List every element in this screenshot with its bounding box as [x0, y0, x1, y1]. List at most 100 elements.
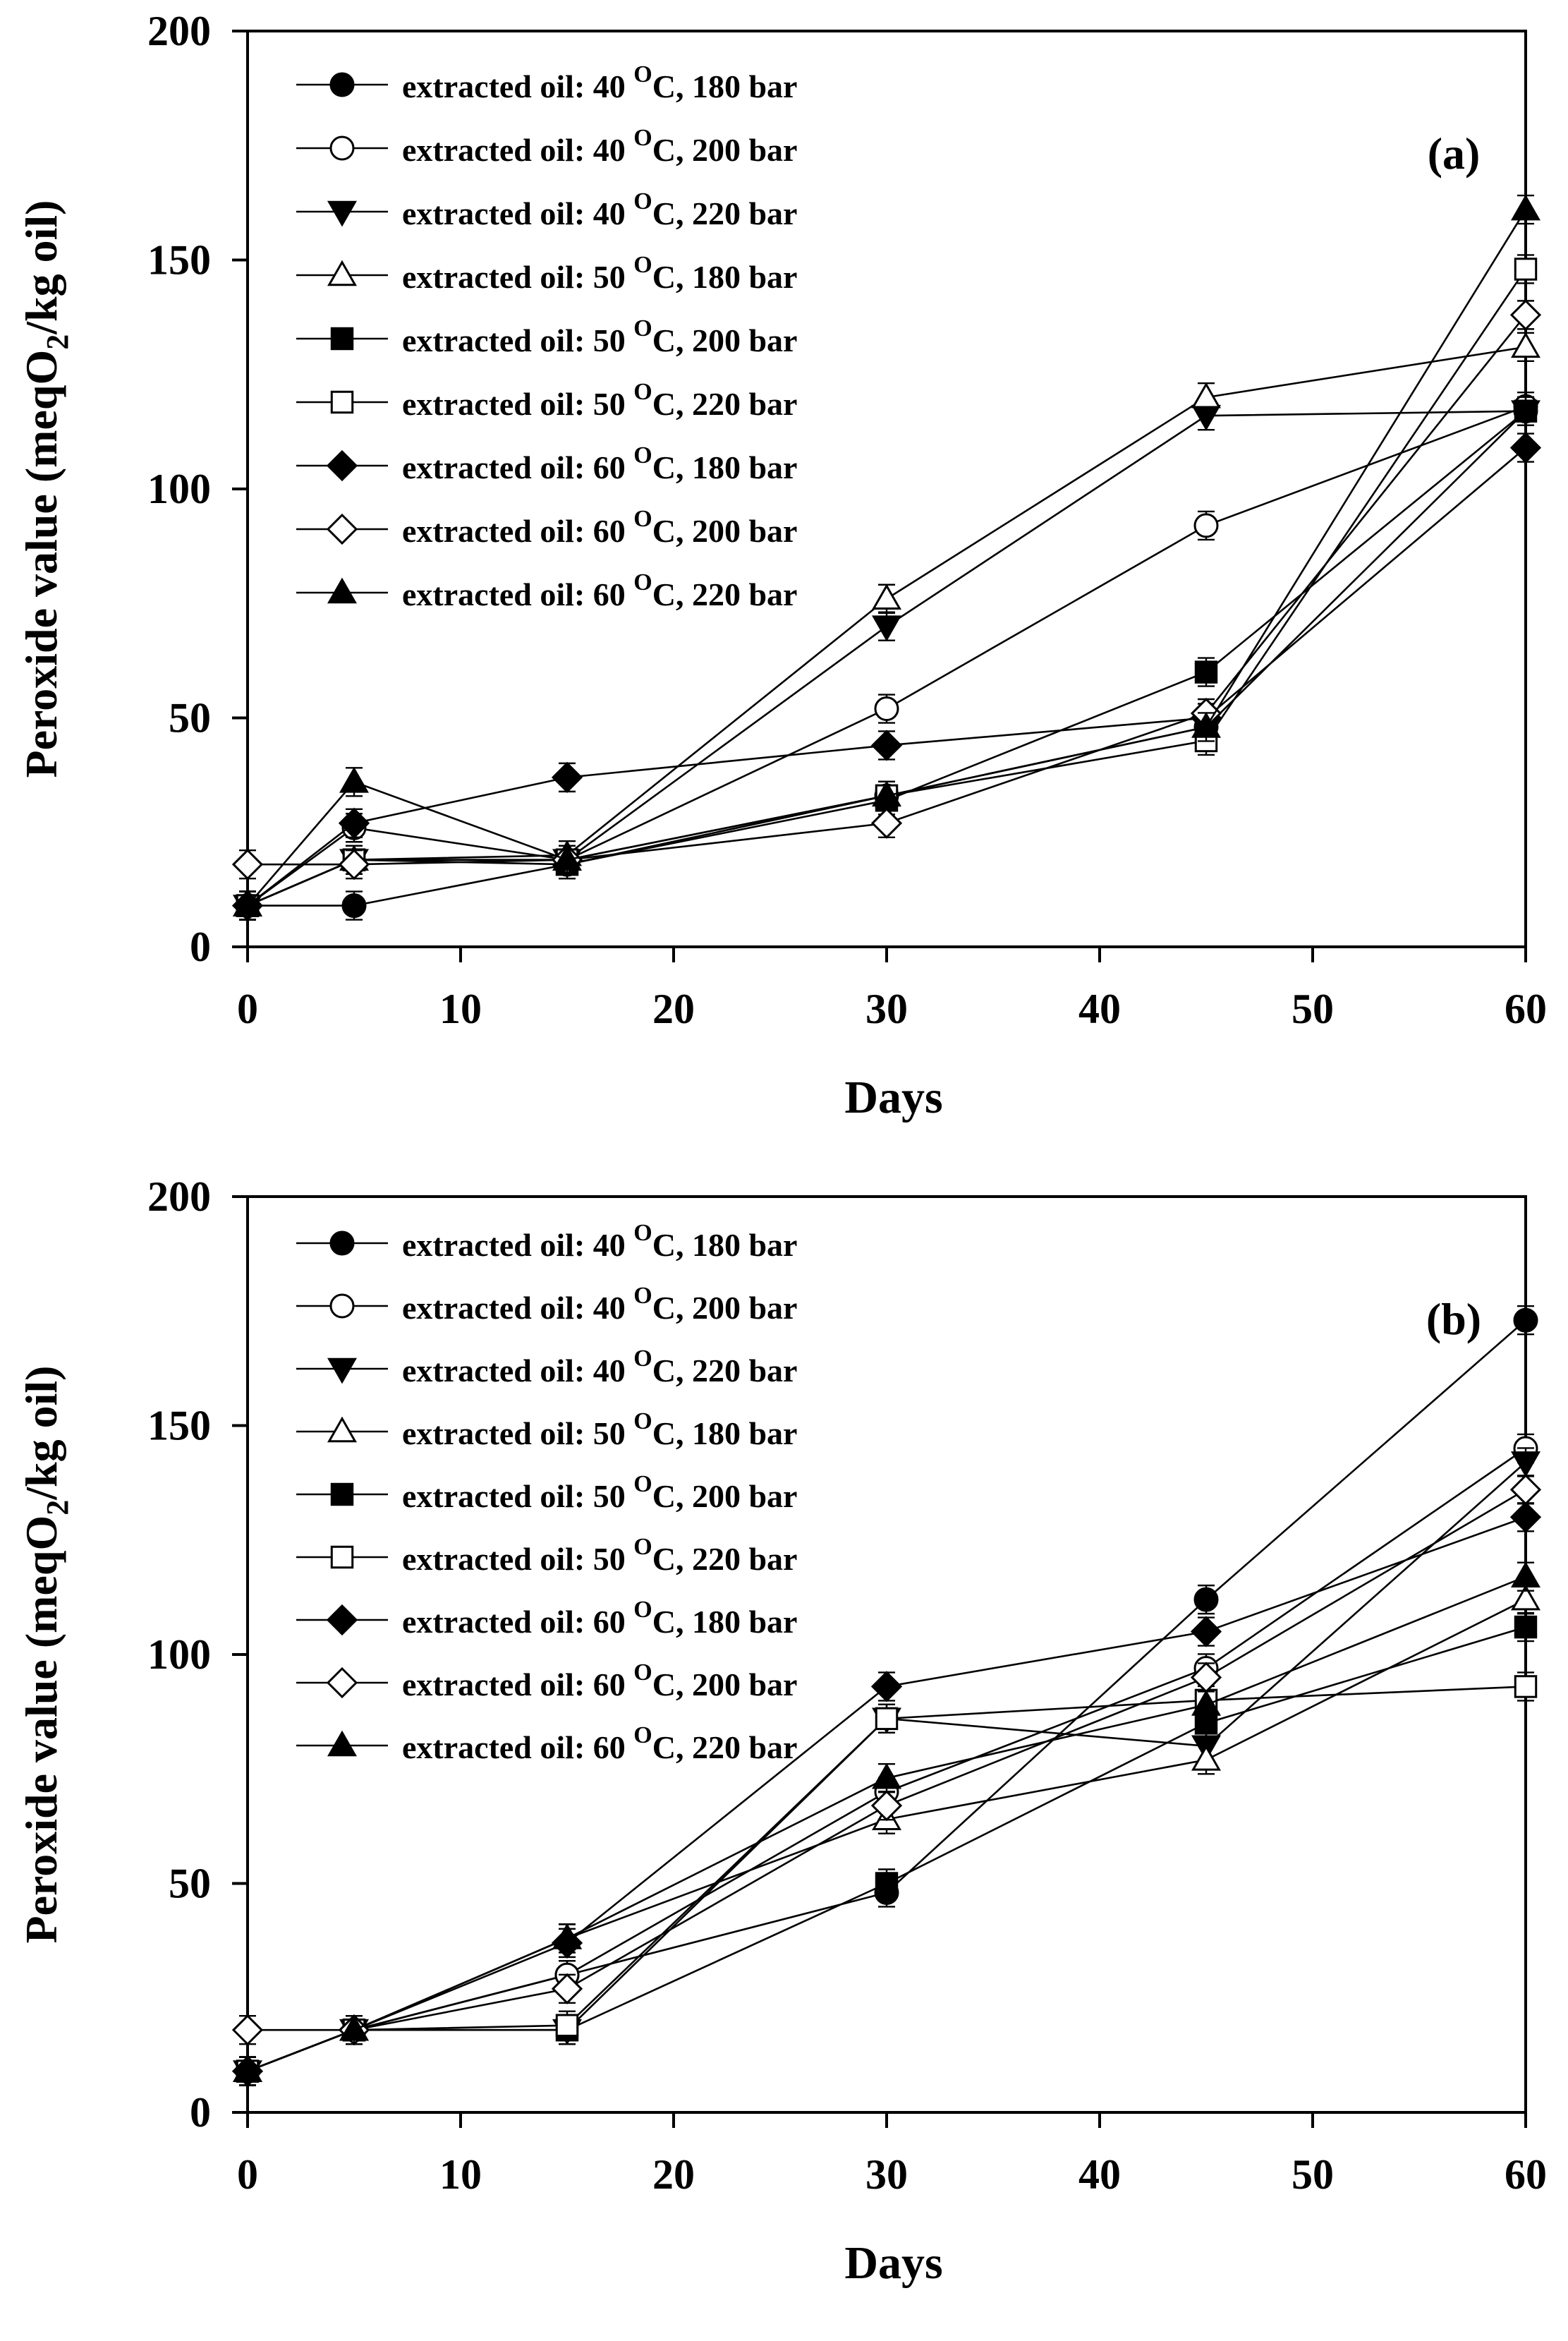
series-line	[247, 405, 1526, 907]
data-point	[1194, 660, 1218, 684]
data-point	[875, 1707, 899, 1731]
legend-marker	[330, 327, 354, 351]
data-point	[1193, 1587, 1219, 1612]
data-point	[1191, 382, 1221, 409]
data-point	[231, 849, 264, 881]
legend: extracted oil: 40 OC, 180 bar extracted o…	[296, 61, 797, 612]
legend-marker	[327, 1730, 357, 1757]
data-point	[1511, 332, 1540, 358]
data-point	[1514, 1615, 1538, 1639]
legend-entry: extracted oil: 60 OC, 220 bar	[402, 569, 797, 612]
legend-entry: extracted oil: 50 OC, 200 bar	[402, 1471, 797, 1514]
legend-entry: extracted oil: 50 OC, 220 bar	[402, 1534, 797, 1577]
data-point	[555, 2014, 579, 2037]
data-point	[1509, 299, 1542, 331]
legend-entry: extracted oil: 60 OC, 180 bar	[402, 442, 797, 485]
x-tick-label: 0	[237, 986, 258, 1032]
data-point	[1509, 1501, 1542, 1533]
x-axis-title: Days	[844, 1072, 942, 1123]
data-point	[338, 849, 370, 881]
legend-marker	[329, 135, 355, 161]
series-line	[247, 209, 1527, 907]
legend-marker	[327, 200, 357, 227]
legend-marker	[327, 1416, 357, 1443]
legend-entry: extracted oil: 50 OC, 180 bar	[402, 1408, 797, 1451]
x-tick-label: 10	[439, 986, 482, 1032]
data-point	[870, 1790, 903, 1822]
legend-entry: extracted oil: 40 OC, 200 bar	[402, 1283, 797, 1326]
y-tick-label: 0	[190, 924, 211, 970]
x-axis-title: Days	[844, 2237, 942, 2289]
x-tick-label: 50	[1292, 986, 1334, 1032]
x-tick-label: 10	[439, 2151, 482, 2198]
data-point	[231, 2014, 264, 2046]
x-tick-label: 60	[1505, 2151, 1547, 2198]
legend-marker	[330, 1545, 354, 1569]
legend-marker	[329, 1230, 355, 1256]
legend-marker	[326, 449, 358, 482]
data-point	[552, 1923, 582, 1949]
legend-marker	[326, 513, 358, 545]
legend-marker	[327, 1357, 357, 1384]
panel-a-chart: 0 50 100 150 200 0 10 20 30 40 50 60 Days Peroxide va…	[16, 8, 1547, 1123]
legend-marker	[326, 1666, 358, 1699]
y-tick-label: 150	[147, 237, 211, 284]
x-tick-label: 20	[652, 986, 695, 1032]
legend-marker	[329, 72, 355, 97]
data-point	[872, 1762, 901, 1789]
data-point	[1511, 1584, 1540, 1611]
data-point	[870, 1671, 903, 1702]
data-point	[1193, 513, 1219, 538]
x-tick-label: 30	[865, 2151, 908, 2198]
legend-entry: extracted oil: 50 OC, 220 bar	[402, 379, 797, 422]
data-point	[551, 1973, 583, 2004]
data-point	[1509, 432, 1542, 464]
x-tick-label: 40	[1078, 2151, 1121, 2198]
y-axis-title: Peroxide value (meqO2/kg oil)	[16, 1366, 75, 1944]
y-tick-label: 200	[147, 8, 211, 54]
series-line	[247, 1575, 1526, 2072]
data-point	[874, 696, 899, 722]
series-line	[248, 1489, 1526, 2031]
data-point	[338, 807, 370, 839]
y-tick-label: 100	[147, 1631, 211, 1678]
legend-marker	[329, 1293, 355, 1319]
data-point	[875, 1872, 899, 1895]
data-point	[552, 845, 582, 871]
data-point	[1514, 1675, 1538, 1698]
data-point	[872, 583, 901, 610]
data-point	[870, 730, 903, 761]
data-point	[872, 615, 901, 642]
y-tick-label: 0	[190, 2089, 211, 2136]
data-point	[233, 890, 262, 917]
data-point	[872, 780, 901, 807]
legend-marker	[327, 577, 357, 604]
data-point	[1511, 1451, 1540, 1477]
data-point	[870, 807, 903, 839]
data-point	[1514, 399, 1538, 423]
series-9	[233, 1561, 1540, 2086]
x-tick-label: 0	[237, 2151, 258, 2198]
legend-marker	[327, 260, 357, 286]
data-point	[1191, 1689, 1221, 1716]
legend: extracted oil: 40 OC, 180 bar extracted o…	[296, 1220, 797, 1765]
legend-entry: extracted oil: 40 OC, 220 bar	[402, 1345, 797, 1389]
panel-label: (b)	[1426, 1294, 1481, 1344]
series-8	[231, 1474, 1542, 2046]
legend-entry: extracted oil: 60 OC, 200 bar	[402, 1659, 797, 1702]
panel-b-chart: 0 50 100 150 200 0 10 20 30 40 50 60 Days Peroxide va…	[16, 1173, 1547, 2289]
y-tick-label: 100	[147, 466, 211, 512]
legend-entry: extracted oil: 50 OC, 180 bar	[402, 252, 797, 295]
legend-entry: extracted oil: 40 OC, 180 bar	[402, 61, 797, 104]
data-point	[339, 2014, 369, 2041]
series-7	[231, 432, 1542, 921]
panel-label: (a)	[1428, 128, 1481, 179]
series-line	[247, 447, 1526, 907]
legend-entry: extracted oil: 40 OC, 180 bar	[402, 1220, 797, 1263]
data-point	[1514, 258, 1538, 281]
data-point	[339, 766, 369, 793]
x-tick-label: 60	[1505, 986, 1547, 1032]
series-line	[248, 410, 1526, 907]
y-axis-title: Peroxide value (meqO2/kg oil)	[16, 200, 75, 778]
